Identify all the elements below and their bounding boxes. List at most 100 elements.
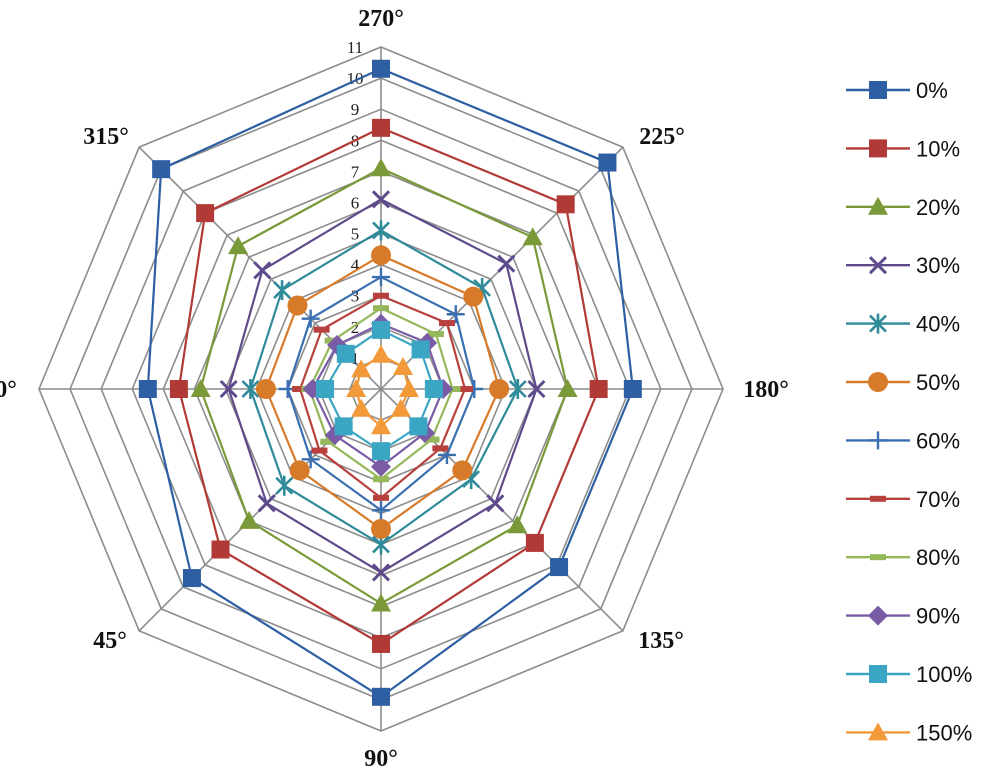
data-point xyxy=(371,518,391,539)
data-point xyxy=(241,379,260,399)
legend-item: 20% xyxy=(846,195,960,220)
data-point xyxy=(409,417,428,436)
legend-item: 60% xyxy=(846,428,960,453)
data-point xyxy=(301,450,320,469)
legend-marker xyxy=(869,665,887,683)
radar-series xyxy=(138,59,642,706)
legend-marker xyxy=(869,81,887,99)
axis-label: 135° xyxy=(638,628,684,654)
tick-label: 11 xyxy=(347,38,363,57)
tick-label: 1 xyxy=(351,349,360,368)
tick-label: 9 xyxy=(351,100,360,119)
data-point xyxy=(373,476,389,483)
legend-item: 10% xyxy=(846,136,960,161)
data-point xyxy=(182,569,201,588)
data-point xyxy=(257,494,276,513)
data-point xyxy=(508,379,527,399)
data-point xyxy=(219,379,238,399)
legend-marker xyxy=(868,372,888,392)
legend-marker xyxy=(868,722,888,741)
series-100% xyxy=(316,320,443,461)
data-point xyxy=(255,379,276,399)
data-point xyxy=(372,320,390,339)
axis-label: 0° xyxy=(0,377,17,403)
legend-marker xyxy=(869,139,887,158)
data-point xyxy=(351,398,372,417)
legend-marker xyxy=(870,554,886,561)
legend-label: 10% xyxy=(916,136,960,161)
data-point xyxy=(371,158,391,177)
data-point xyxy=(289,460,310,481)
data-point xyxy=(372,59,390,78)
data-point xyxy=(190,379,211,397)
data-point xyxy=(432,445,449,452)
legend-marker xyxy=(869,313,887,334)
data-point xyxy=(589,380,608,398)
legend-item: 100% xyxy=(846,662,972,687)
legend-label: 30% xyxy=(916,253,960,278)
tick-label: 3 xyxy=(351,287,360,306)
data-point xyxy=(211,540,230,559)
tick-label: 6 xyxy=(351,193,360,212)
data-point xyxy=(373,292,389,299)
data-point xyxy=(598,153,617,172)
legend-label: 60% xyxy=(916,428,960,453)
data-point xyxy=(301,309,320,328)
legend-marker xyxy=(868,605,888,626)
tick-label: 7 xyxy=(351,162,360,181)
series-30% xyxy=(219,190,546,582)
data-point xyxy=(371,190,391,209)
data-point xyxy=(557,379,578,397)
series-10% xyxy=(169,118,608,653)
data-point xyxy=(486,494,505,513)
data-point xyxy=(253,261,272,280)
data-point xyxy=(371,416,391,435)
tick-label: 4 xyxy=(351,256,360,275)
data-point xyxy=(556,195,575,214)
data-point xyxy=(438,320,455,327)
legend-item: 70% xyxy=(846,487,960,512)
data-point xyxy=(336,344,355,363)
axis-label: 315° xyxy=(83,124,129,150)
data-point xyxy=(463,286,484,307)
legend-label: 50% xyxy=(916,370,960,395)
series-70% xyxy=(292,292,473,501)
data-point xyxy=(452,460,473,481)
data-point xyxy=(351,359,372,378)
data-point xyxy=(371,245,391,266)
data-point xyxy=(371,563,391,582)
legend-item: 0% xyxy=(846,78,948,103)
data-point xyxy=(372,442,390,461)
data-point xyxy=(456,386,473,392)
data-point xyxy=(423,436,440,443)
data-point xyxy=(373,305,389,312)
legend: 0% 10% 20% 30% 40% 50% 60% 70% 80% 90% 100% 150% xyxy=(846,78,972,745)
data-point xyxy=(446,305,465,324)
data-point xyxy=(292,386,309,392)
legend-item: 40% xyxy=(846,312,960,337)
legend-label: 100% xyxy=(916,662,972,687)
data-point xyxy=(372,268,390,287)
data-point xyxy=(287,295,308,316)
data-point xyxy=(371,456,391,477)
data-point xyxy=(152,160,171,179)
data-point xyxy=(424,380,443,398)
legend-label: 20% xyxy=(916,195,960,220)
legend-marker xyxy=(869,431,887,450)
legend-item: 30% xyxy=(846,253,960,278)
data-point xyxy=(311,447,328,454)
legend-label: 90% xyxy=(916,604,960,629)
legend-label: 70% xyxy=(916,487,960,512)
data-point xyxy=(522,227,543,246)
data-point xyxy=(372,634,390,653)
data-point xyxy=(411,340,430,359)
data-point xyxy=(497,254,516,273)
data-point xyxy=(489,379,510,399)
data-point xyxy=(275,475,294,496)
data-point xyxy=(623,380,642,398)
legend-item: 90% xyxy=(846,604,960,629)
data-point xyxy=(372,687,390,706)
data-point xyxy=(550,558,569,577)
tick-label: 2 xyxy=(351,318,360,337)
